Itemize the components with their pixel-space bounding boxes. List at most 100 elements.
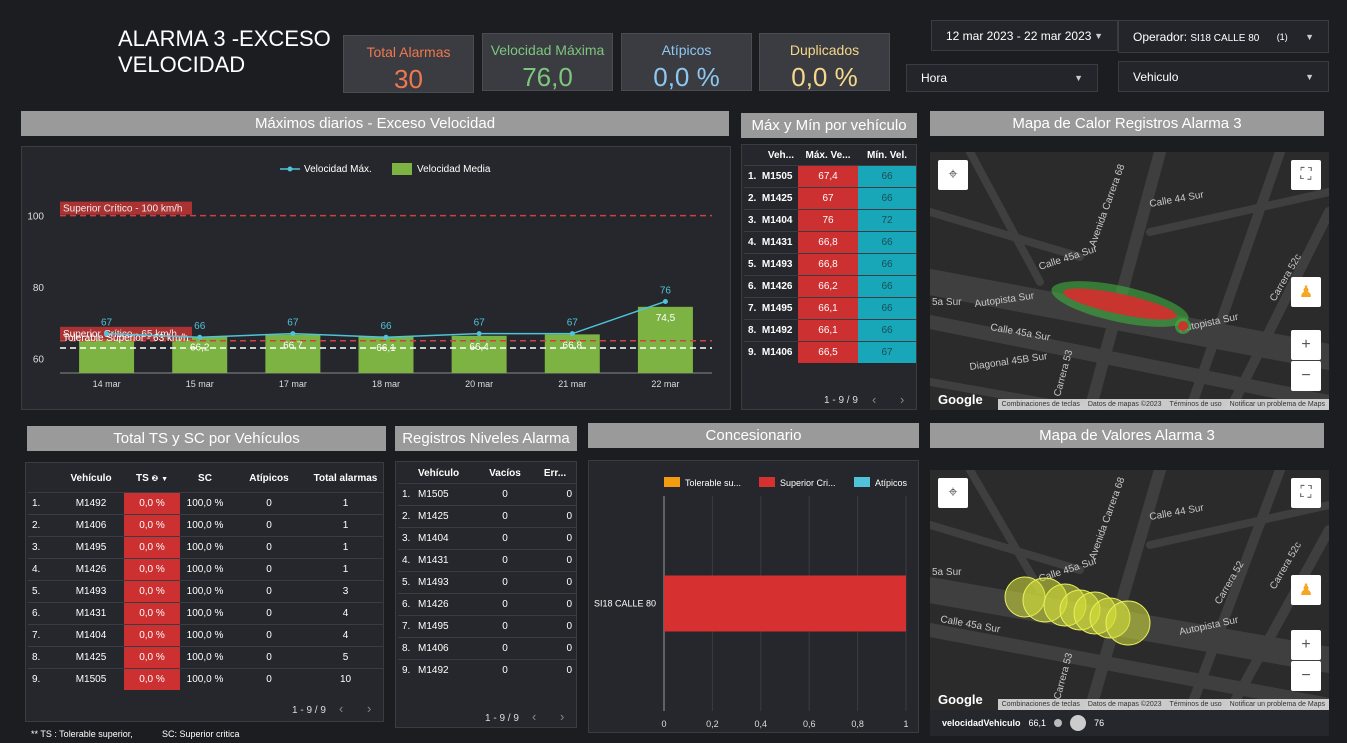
section-header-ts-sc: Total TS y SC por Vehículos — [27, 426, 386, 451]
row-vehicle: 4. M1431 — [748, 236, 793, 248]
line-value-label: 67 — [474, 318, 486, 329]
values-map[interactable]: Avenida Carrera 68 Calle 44 Sur Calle 45… — [930, 470, 1329, 710]
table-row[interactable]: 2. M1406 0,0 % 100,0 % 0 1 — [28, 514, 383, 536]
pegman-icon[interactable]: ♟ — [1291, 575, 1321, 605]
line-value-label: 67 — [567, 318, 579, 329]
column-header[interactable]: Vehículo — [70, 473, 112, 485]
map-footer-link[interactable]: Términos de uso — [1169, 401, 1222, 408]
row-vehicle: M1426 — [75, 563, 107, 575]
row-ts: 0,0 % — [124, 580, 180, 602]
next-page-icon[interactable]: › — [367, 701, 372, 716]
column-header[interactable]: Total alarmas — [313, 473, 378, 485]
table-row[interactable]: 2. M1425 67 66 — [744, 187, 916, 209]
table-row[interactable]: 9. M1406 66,5 67 — [744, 341, 916, 363]
table-row[interactable]: 3. M1404 76 72 — [744, 209, 916, 231]
column-header-ts[interactable]: TS ❷ ▼ — [135, 473, 169, 485]
map-footer-link[interactable]: Combinaciones de teclas — [1001, 401, 1080, 408]
row-vacios: 0 — [502, 488, 508, 500]
line-value-label: 67 — [101, 318, 113, 329]
section-header-concesionario: Concesionario — [588, 423, 919, 448]
table-row[interactable]: 5. M1493 66,8 66 — [744, 253, 916, 275]
column-header[interactable]: SC — [198, 473, 212, 485]
column-header[interactable]: Vehículo — [418, 468, 460, 480]
legend-swatch — [759, 477, 775, 487]
row-errores: 0 — [566, 642, 572, 654]
section-header-daily: Máximos diarios - Exceso Velocidad — [21, 111, 729, 136]
column-header[interactable]: Vacíos — [489, 468, 521, 480]
table-row[interactable]: 7. M1495 0 0 — [398, 615, 576, 637]
bar — [172, 336, 228, 373]
row-max: 66,8 — [798, 253, 858, 275]
column-header[interactable]: Mín. Vel. — [866, 150, 907, 162]
prev-page-icon[interactable]: ‹ — [532, 709, 537, 724]
pegman-icon[interactable]: ♟ — [1291, 277, 1321, 307]
row-min: 67 — [858, 341, 916, 363]
column-header[interactable]: Veh... — [767, 150, 794, 162]
table-row[interactable]: 8. M1406 0 0 — [398, 637, 576, 659]
date-range-picker[interactable]: 12 mar 2023 - 22 mar 2023 ▼ — [931, 20, 1118, 51]
row-index: 3. — [32, 541, 41, 553]
sort-desc-icon[interactable]: ▼ — [161, 476, 169, 484]
table-row[interactable]: 8. M1492 66,1 66 — [744, 319, 916, 341]
map-footer-link[interactable]: Notificar un problema de Maps — [1229, 701, 1325, 708]
x-tick-label: 21 mar — [558, 379, 586, 389]
table-row[interactable]: 2. M1425 0 0 — [398, 505, 576, 527]
street-label: Avenida Carrera 68 — [1087, 163, 1127, 248]
map-footer-link[interactable]: Notificar un problema de Maps — [1229, 401, 1325, 408]
x-tick-label: 1 — [903, 719, 908, 729]
row-index: 5. — [402, 576, 411, 588]
zoom-in-icon[interactable]: + — [1291, 330, 1321, 360]
chevron-down-icon: ▼ — [1074, 73, 1083, 83]
column-header[interactable]: Máx. Ve... — [805, 150, 851, 162]
prev-page-icon[interactable]: ‹ — [872, 392, 877, 407]
map-footer-link[interactable]: Combinaciones de teclas — [1001, 701, 1080, 708]
zoom-in-icon[interactable]: + — [1291, 630, 1321, 660]
table-row[interactable]: 1. M1492 0,0 % 100,0 % 0 1 — [28, 492, 383, 514]
table-row[interactable]: 6. M1426 0 0 — [398, 593, 576, 615]
zoom-out-icon[interactable]: − — [1291, 661, 1321, 691]
chevron-down-icon: ▼ — [1094, 30, 1103, 41]
row-atipicos: 0 — [266, 651, 272, 663]
table-row[interactable]: 8. M1425 0,0 % 100,0 % 0 5 — [28, 646, 383, 668]
help-icon[interactable]: ❷ — [151, 474, 159, 484]
table-row[interactable]: 6. M1431 0,0 % 100,0 % 0 4 — [28, 602, 383, 624]
column-header[interactable]: Atípicos — [249, 473, 289, 485]
table-row[interactable]: 3. M1404 0 0 — [398, 527, 576, 549]
page-title: ALARMA 3 -EXCESO VELOCIDAD — [118, 26, 331, 77]
table-row[interactable]: 6. M1426 66,2 66 — [744, 275, 916, 297]
table-row[interactable]: 7. M1495 66,1 66 — [744, 297, 916, 319]
table-row[interactable]: 1. M1505 0 0 — [398, 483, 576, 505]
legend-line-point — [287, 166, 293, 172]
table-row[interactable]: 1. M1505 67,4 66 — [744, 165, 916, 187]
table-row[interactable]: 7. M1404 0,0 % 100,0 % 0 4 — [28, 624, 383, 646]
fullscreen-icon[interactable]: ⛶ — [1291, 160, 1321, 190]
column-header[interactable]: Err... — [543, 468, 567, 480]
row-index: 4. — [32, 563, 41, 575]
locate-icon[interactable]: ⌖ — [938, 160, 968, 190]
table-row[interactable]: 5. M1493 0,0 % 100,0 % 0 3 — [28, 580, 383, 602]
table-row[interactable]: 4. M1431 66,8 66 — [744, 231, 916, 253]
street-label: 5a Sur — [932, 567, 962, 578]
table-row[interactable]: 9. M1505 0,0 % 100,0 % 0 10 — [28, 668, 383, 690]
heat-map[interactable]: Avenida Carrera 68 Calle 44 Sur Calle 45… — [930, 152, 1329, 410]
table-row[interactable]: 4. M1431 0 0 — [398, 549, 576, 571]
kpi-duplicados: Duplicados 0,0 % — [759, 33, 890, 92]
line-point — [383, 334, 389, 340]
locate-icon[interactable]: ⌖ — [938, 478, 968, 508]
next-page-icon[interactable]: › — [560, 709, 565, 724]
table-row[interactable]: 4. M1426 0,0 % 100,0 % 0 1 — [28, 558, 383, 580]
x-tick-label: 15 mar — [186, 379, 214, 389]
map-footer-link[interactable]: Términos de uso — [1169, 701, 1222, 708]
table-row[interactable]: 3. M1495 0,0 % 100,0 % 0 1 — [28, 536, 383, 558]
table-row[interactable]: 9. M1492 0 0 — [398, 659, 576, 681]
zoom-out-icon[interactable]: − — [1291, 361, 1321, 391]
table-row[interactable]: 5. M1493 0 0 — [398, 571, 576, 593]
operator-select[interactable]: Operador: SI18 CALLE 80 (1) ▼ — [1118, 20, 1329, 53]
prev-page-icon[interactable]: ‹ — [339, 701, 344, 716]
kpi-value: 0,0 % — [653, 62, 720, 92]
row-vehicle: 2. M1425 — [748, 192, 793, 204]
vehicle-select[interactable]: Vehiculo ▼ — [1118, 61, 1329, 92]
fullscreen-icon[interactable]: ⛶ — [1291, 478, 1321, 508]
next-page-icon[interactable]: › — [900, 392, 905, 407]
hour-select[interactable]: Hora ▼ — [906, 64, 1098, 92]
